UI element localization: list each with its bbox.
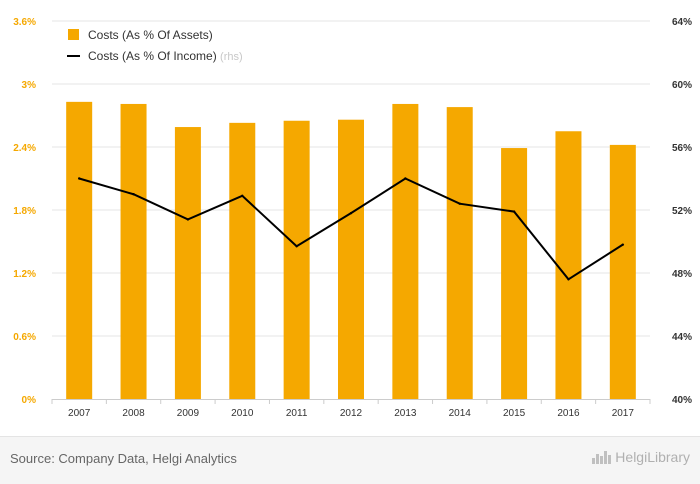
bar-chart-icon (592, 450, 612, 464)
y-left-tick-label: 3% (22, 80, 37, 91)
bar (174, 127, 201, 400)
bar (229, 122, 256, 399)
bar (501, 148, 528, 399)
legend-label-line: Costs (As % Of Income) (rhs) (88, 49, 243, 63)
bar (609, 144, 636, 399)
y-left-tick-label: 2.4% (13, 143, 36, 154)
x-tick-label: 2009 (177, 408, 200, 419)
legend-label-bar: Costs (As % Of Assets) (88, 28, 213, 42)
y-right-tick-label: 44% (672, 332, 692, 343)
legend: Costs (As % Of Assets) Costs (As % Of Inc… (67, 28, 243, 63)
x-tick-label: 2012 (340, 408, 363, 419)
line-point (349, 211, 353, 215)
line-point (621, 243, 625, 246)
x-tick-label: 2016 (557, 408, 580, 419)
y-left-tick-label: 1.8% (13, 206, 36, 217)
y-left-tick-label: 3.6% (13, 17, 36, 28)
line-point (404, 177, 407, 180)
y-right-tick-label: 64% (672, 17, 692, 28)
legend-swatch-bar (68, 29, 79, 40)
x-tick-label: 2015 (503, 408, 526, 419)
y-right-tick-label: 48% (672, 269, 692, 280)
x-tick-label: 2014 (449, 408, 472, 419)
bar (283, 120, 310, 399)
x-tick-label: 2010 (231, 408, 254, 419)
bar (120, 103, 147, 399)
y-left-tick-label: 0% (22, 395, 37, 406)
bar (446, 107, 473, 399)
y-right-tick-label: 60% (672, 80, 692, 91)
x-tick-label: 2008 (122, 408, 145, 419)
combo-chart: 0% 0.6% 1.2% 1.8% 2.4% 3% 3.6% 40% 44% 48% 52% 56% 6… (13, 17, 692, 419)
source-text: Source: Company Data, Helgi Analytics (10, 451, 237, 466)
y-right-tick-label: 56% (672, 143, 692, 154)
x-tick-label: 2007 (68, 408, 91, 419)
line-point (512, 210, 516, 213)
brand-name: HelgiLibrary (615, 449, 690, 465)
brand-logo: HelgiLibrary (592, 449, 690, 465)
bar (338, 119, 364, 399)
bar (66, 101, 93, 399)
line-point (458, 202, 461, 205)
bar (392, 103, 419, 399)
line-point (77, 177, 81, 180)
bar (555, 131, 582, 399)
x-tick-label: 2013 (394, 408, 417, 419)
x-tick-label: 2011 (286, 408, 308, 419)
line-point (567, 278, 570, 281)
line-point (295, 245, 298, 248)
footer: Source: Company Data, Helgi Analytics He… (0, 436, 700, 484)
line-point (241, 194, 244, 198)
y-right-tick-label: 52% (672, 206, 692, 217)
y-right-tick-label: 40% (672, 395, 692, 406)
y-left-tick-label: 1.2% (13, 269, 36, 280)
line-point (132, 193, 135, 196)
y-left-tick-label: 0.6% (13, 332, 36, 343)
x-tick-label: 2017 (612, 408, 635, 419)
line-point (186, 218, 190, 221)
legend-rhs-note: (rhs) (220, 51, 243, 63)
